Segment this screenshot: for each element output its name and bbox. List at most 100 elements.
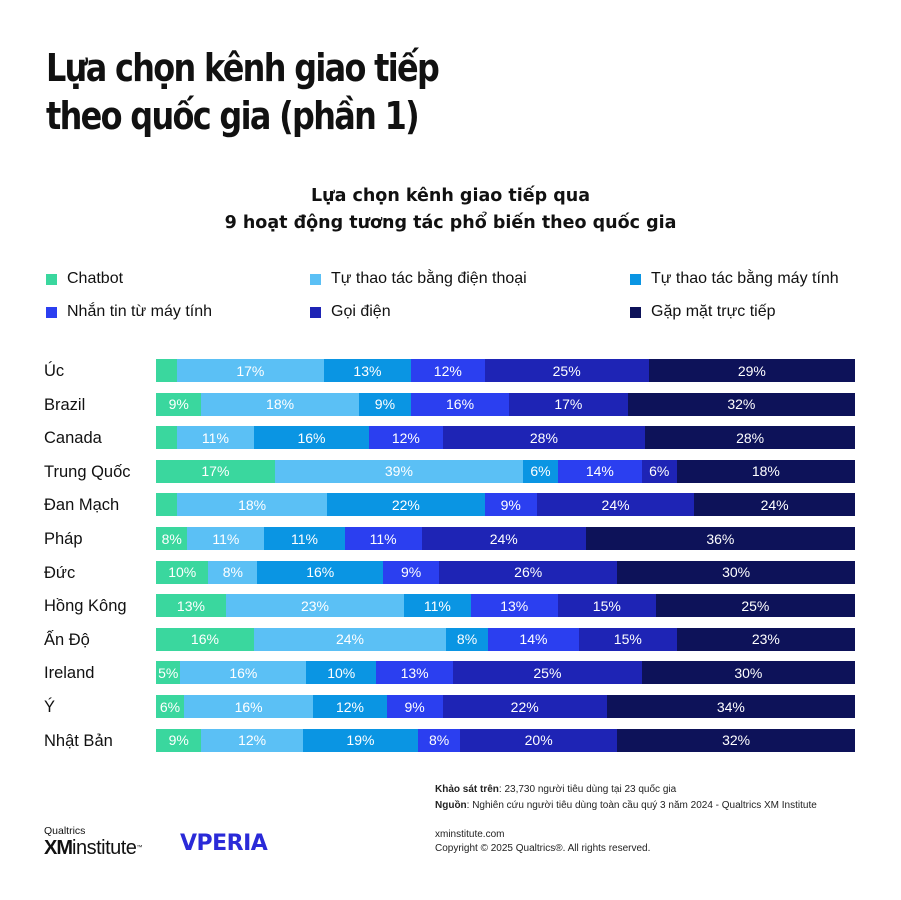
bar-segment: 28% — [645, 426, 855, 450]
bar-segment: 20% — [460, 728, 618, 752]
category-label: Ý — [44, 698, 56, 716]
data-label: 16% — [229, 664, 258, 681]
data-label: 16% — [190, 631, 219, 648]
bar-segment: 13% — [156, 594, 226, 618]
bar-segment: 16% — [183, 695, 314, 718]
website-link[interactable]: xminstitute.com — [435, 829, 505, 840]
bar-segment: 34% — [606, 695, 855, 718]
bar-segment: 24% — [694, 493, 855, 517]
chart-title-line-1: Lựa chọn kênh giao tiếp qua — [310, 186, 591, 206]
bar-segment: 10% — [306, 661, 377, 685]
data-label: 14% — [585, 463, 614, 480]
data-label: 11% — [423, 597, 451, 614]
bar-segment — [156, 493, 177, 517]
bar-segment: 17% — [176, 359, 324, 382]
data-label: 30% — [722, 564, 751, 581]
category-label: Đan Mạch — [44, 496, 120, 515]
bar-segment: 30% — [617, 560, 855, 584]
bar-row: 8% 11% 11% 11% 24% 36% — [156, 527, 855, 550]
bar-segment: 25% — [484, 359, 649, 382]
bar-segment: 32% — [617, 728, 855, 752]
data-label: 14% — [519, 631, 548, 648]
copyright-text: Copyright © 2025 Qualtrics®. All rights … — [435, 843, 651, 854]
data-label: 13% — [400, 664, 429, 681]
xm-wordmark: XM — [44, 837, 73, 859]
category-label: Trung Quốc — [44, 462, 131, 481]
survey-label: Khảo sát trên — [435, 784, 499, 795]
category-label: Úc — [44, 362, 65, 380]
bar-segment: 30% — [641, 661, 855, 685]
legend-item-computer-messaging: Nhắn tin từ máy tính — [46, 303, 212, 321]
legend-swatch — [630, 273, 641, 285]
data-label: 29% — [737, 362, 766, 379]
bar-row: 16% 24% 8% 14% 15% 23% — [156, 627, 855, 651]
bar-row: 18% 22% 9% 24% 24% — [156, 493, 855, 517]
category-label: Canada — [44, 429, 102, 448]
survey-note: Khảo sát trên: 23,730 người tiêu dùng tạ… — [435, 783, 676, 797]
bar-segment: 24% — [253, 627, 447, 651]
bar-segment: 12% — [369, 426, 443, 450]
data-label: 36% — [706, 530, 735, 547]
page-title: Lựa chọn kênh giao tiếp theo quốc gia (p… — [46, 44, 516, 140]
bar-segment: 22% — [442, 695, 607, 718]
legend-label: Tự thao tác bằng máy tính — [651, 270, 839, 287]
legend-label: Nhắn tin từ máy tính — [67, 303, 212, 320]
bar-segment: 32% — [627, 392, 855, 416]
data-label: 6% — [530, 463, 551, 480]
bar-segment: 24% — [421, 527, 586, 550]
data-label: 18% — [751, 463, 780, 480]
data-label: 16% — [297, 429, 326, 446]
data-label: 9% — [374, 396, 396, 413]
bar-segment: 15% — [557, 594, 656, 618]
data-label: 16% — [234, 698, 263, 715]
data-label: 24% — [601, 496, 630, 513]
bar-row: 5% 16% 10% 13% 25% 30% — [156, 661, 855, 685]
data-label: 11% — [201, 429, 229, 446]
bar-segment: 9% — [358, 392, 412, 416]
data-label: 8% — [161, 530, 182, 547]
data-label: 20% — [524, 732, 553, 749]
data-label: 22% — [391, 496, 420, 513]
data-label: 12% — [391, 429, 420, 446]
data-label: 30% — [734, 664, 763, 681]
bar-segment: 9% — [484, 493, 537, 517]
data-label: 12% — [335, 698, 364, 715]
bar-row: 10% 8% 16% 9% 26% 30% — [156, 560, 855, 584]
institute-wordmark: institute — [72, 837, 137, 859]
bar-segment: 23% — [676, 627, 855, 651]
legend-swatch — [46, 273, 57, 285]
bar-segment: 8% — [208, 560, 258, 584]
data-label: 12% — [238, 732, 267, 749]
bar-segment — [156, 359, 177, 382]
bar-segment: 28% — [442, 426, 646, 450]
trademark-symbol: ™ — [136, 845, 142, 851]
page-title-line-2: theo quốc gia (phần 1) — [46, 94, 420, 138]
legend-item-phone-self-service: Tự thao tác bằng điện thoại — [310, 270, 527, 288]
category-label: Đức — [44, 563, 76, 582]
category-label: Pháp — [44, 530, 83, 548]
bar-segment: 29% — [648, 359, 855, 382]
data-label: 28% — [529, 429, 558, 446]
bar-segment: 16% — [156, 627, 254, 651]
bar-segment: 13% — [470, 594, 558, 618]
data-label: 32% — [722, 732, 751, 749]
bar-segment: 16% — [411, 392, 509, 416]
bar-segment: 8% — [446, 627, 489, 651]
bar-segment: 26% — [439, 560, 618, 584]
page-title-line-1: Lựa chọn kênh giao tiếp — [46, 46, 440, 90]
bar-segment: 18% — [201, 392, 359, 416]
bar-segment: 14% — [557, 459, 642, 483]
data-label: 25% — [741, 597, 770, 614]
bar-segment: 15% — [578, 627, 677, 651]
bar-segment: 17% — [508, 392, 628, 416]
bar-segment: 19% — [302, 728, 419, 752]
bar-segment: 8% — [156, 527, 188, 550]
bar-segment: 12% — [411, 359, 485, 382]
data-label: 12% — [433, 362, 462, 379]
bar-segment: 9% — [383, 560, 440, 584]
bar-segment: 11% — [404, 594, 471, 618]
data-label: 24% — [489, 530, 518, 547]
source-text: : Nghiên cứu người tiêu dùng toàn cầu qu… — [466, 800, 817, 811]
bar-row: 6% 16% 12% 9% 22% 34% — [156, 695, 855, 718]
data-label: 13% — [353, 362, 382, 379]
